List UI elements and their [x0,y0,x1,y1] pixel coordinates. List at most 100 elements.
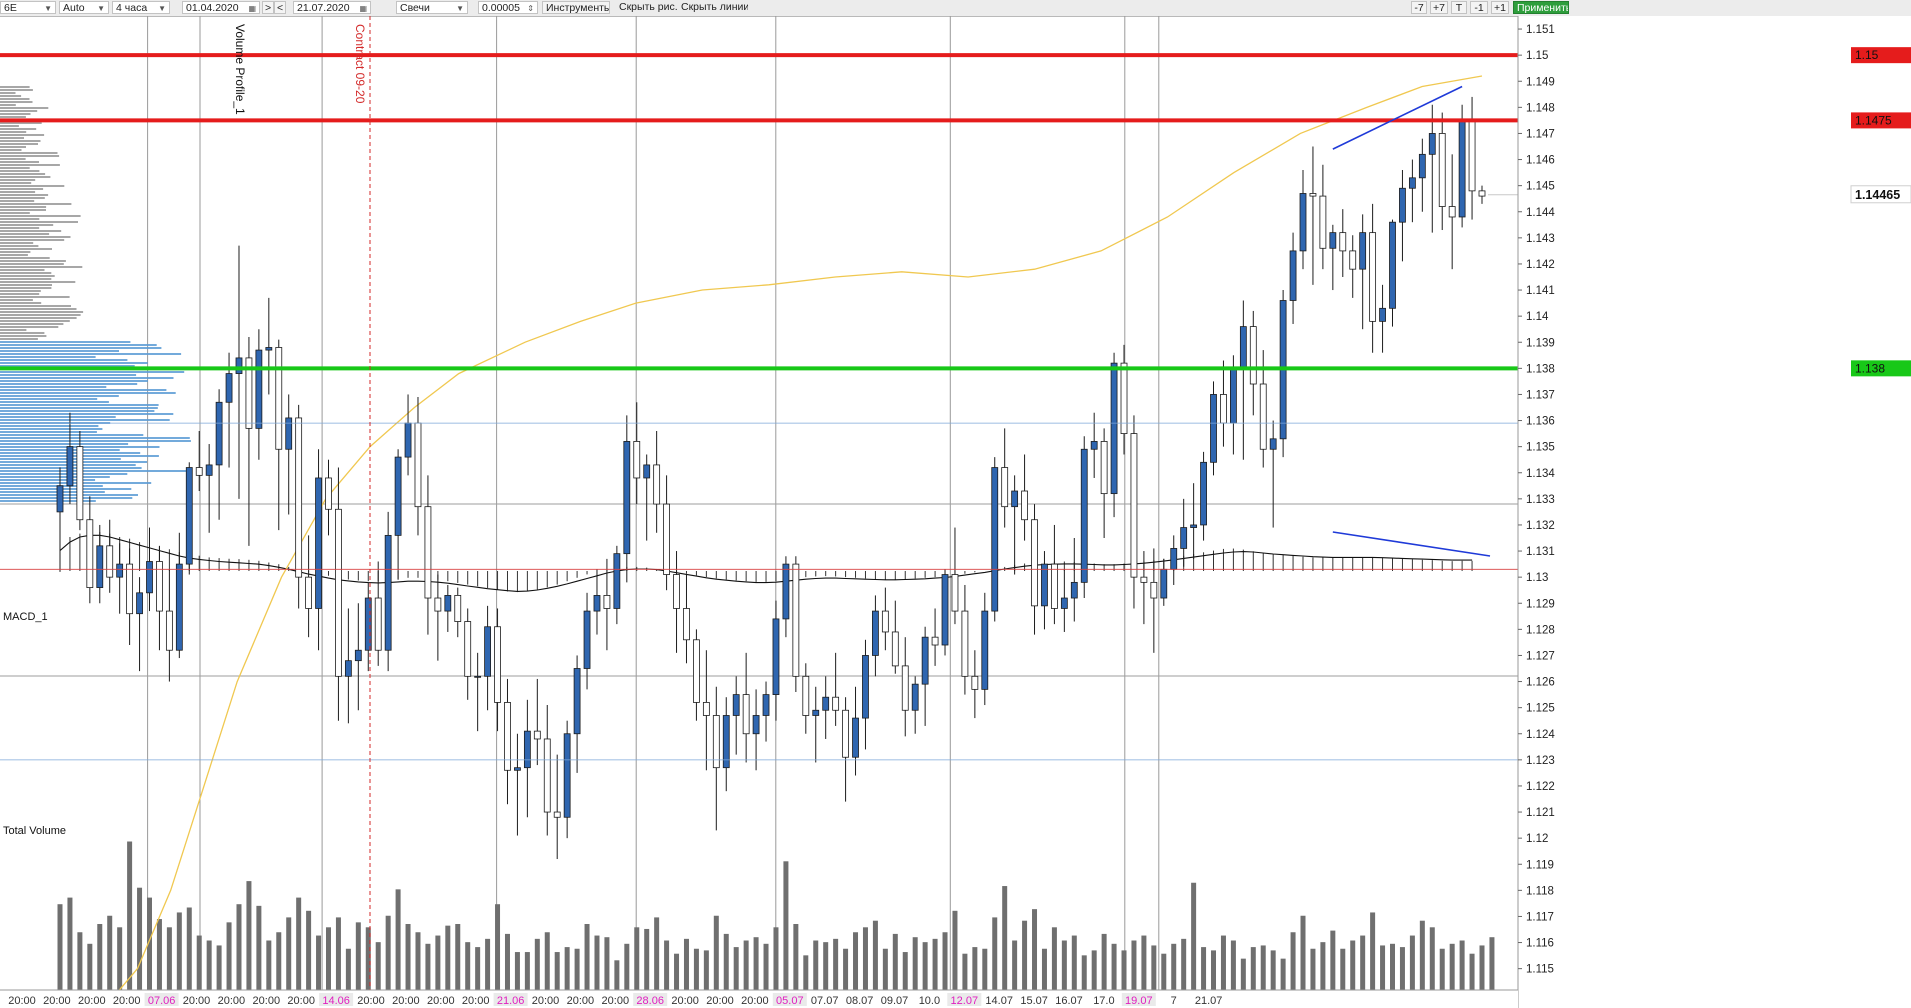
candle-body [1200,461,1207,526]
volume-bar [932,938,938,990]
symbol-select[interactable]: 6E ▼ [0,1,56,14]
hide-lines-button[interactable]: Скрыть линии [678,1,748,14]
tools-button[interactable]: Инструменты [542,1,610,14]
profile-bar [0,392,176,394]
candle [633,402,641,505]
candle-body [1120,362,1128,435]
candle-body [86,519,94,588]
current-price-tag [1850,185,1911,204]
hide-drawings-button[interactable]: Скрыть рис. [616,1,678,14]
tick-size-value: 0.00005 [482,2,520,14]
profile-bar [0,317,77,319]
profile-bar [0,479,96,481]
candle-body [1339,232,1347,252]
time-tick-label: 15.07 [1020,995,1048,1007]
candle [702,650,710,771]
candle-body [921,636,929,685]
nav-next-button[interactable]: < [274,1,286,14]
volume-bar [1489,937,1495,990]
profile-bar [0,428,103,430]
volume-bar [1310,948,1316,990]
candle [464,608,472,700]
candle [1329,224,1337,291]
timeframe-select[interactable]: 4 часа ▼ [112,1,170,14]
candle-body [255,349,263,429]
time-tick-label: 20:00 [741,995,769,1007]
price-tick-label: 1.151 [1526,24,1555,36]
candle-body [1160,568,1168,599]
profile-bar [0,440,191,442]
time-tick-label: 20:00 [532,995,560,1007]
profile-bar [0,371,185,373]
profile-bar [0,107,49,109]
volume-bar [1350,940,1356,990]
candle [325,459,332,536]
volume-bar [1151,945,1157,990]
volume-bar [236,904,242,990]
candle [1220,360,1227,447]
time-tick-label: 14.06 [322,995,350,1007]
time-label-highlight [319,993,354,1006]
time-tick-label: 08.07 [846,995,874,1007]
candle-body [1458,120,1466,218]
candle [295,404,303,609]
candle [1339,209,1347,277]
price-tick-label: 1.133 [1526,494,1555,506]
time-label-highlight [493,993,528,1006]
scale-select[interactable]: Auto ▼ [59,1,109,14]
candle-body [434,597,442,612]
date-to-input[interactable]: 21.07.2020 ▦ [293,1,371,14]
profile-bar [0,314,81,316]
candle [852,686,859,776]
chart-type-select[interactable]: Свечи ▼ [396,1,468,14]
candle-body [215,401,223,466]
profile-bar [0,302,42,304]
price-level-tag-label: 1.1475 [1855,113,1892,127]
volume-bar [872,920,878,990]
tick-size-stepper[interactable]: 0.00005 ⇕ [478,1,538,14]
candle [156,545,163,651]
nav-prev-button[interactable]: > [262,1,274,14]
plus1-button[interactable]: +1 [1491,1,1509,14]
candle-body [245,357,253,429]
candle [434,574,442,661]
candle-body [205,464,213,476]
candle [683,574,690,664]
profile-bar [0,137,24,139]
candle-body [146,561,153,594]
volume-bar [703,950,709,990]
candle [1448,154,1456,270]
t-button[interactable]: T [1451,1,1467,14]
apply-button[interactable]: Применить [1513,1,1569,14]
candle [673,551,680,653]
price-tick-label: 1.119 [1526,859,1554,871]
candle-body [1150,581,1158,599]
candle-body [812,709,820,716]
time-tick-label: 19.07 [1125,995,1153,1007]
candle-body [1229,367,1237,424]
time-tick-label: 05.07 [776,995,804,1007]
candle [1269,420,1277,528]
minus1-button[interactable]: -1 [1470,1,1488,14]
candle [1349,235,1357,298]
candle [1359,214,1367,330]
plus7-button[interactable]: +7 [1430,1,1448,14]
profile-bar [0,230,62,232]
candle-body [325,477,332,510]
profile-bar [0,182,32,184]
minus7-button[interactable]: -7 [1411,1,1427,14]
candle [832,652,840,726]
candle [1100,428,1108,538]
candle-body [1100,441,1108,495]
candle [812,686,820,763]
date-from-value: 01.04.2020 [186,2,239,14]
candle-body [344,660,352,677]
profile-bar [0,332,45,334]
volume-bar [584,924,590,990]
candle-body [315,477,322,609]
profile-bar [0,284,52,286]
price-tick-label: 1.116 [1526,938,1554,950]
candle-body [862,655,869,719]
date-from-input[interactable]: 01.04.2020 ▦ [182,1,260,14]
